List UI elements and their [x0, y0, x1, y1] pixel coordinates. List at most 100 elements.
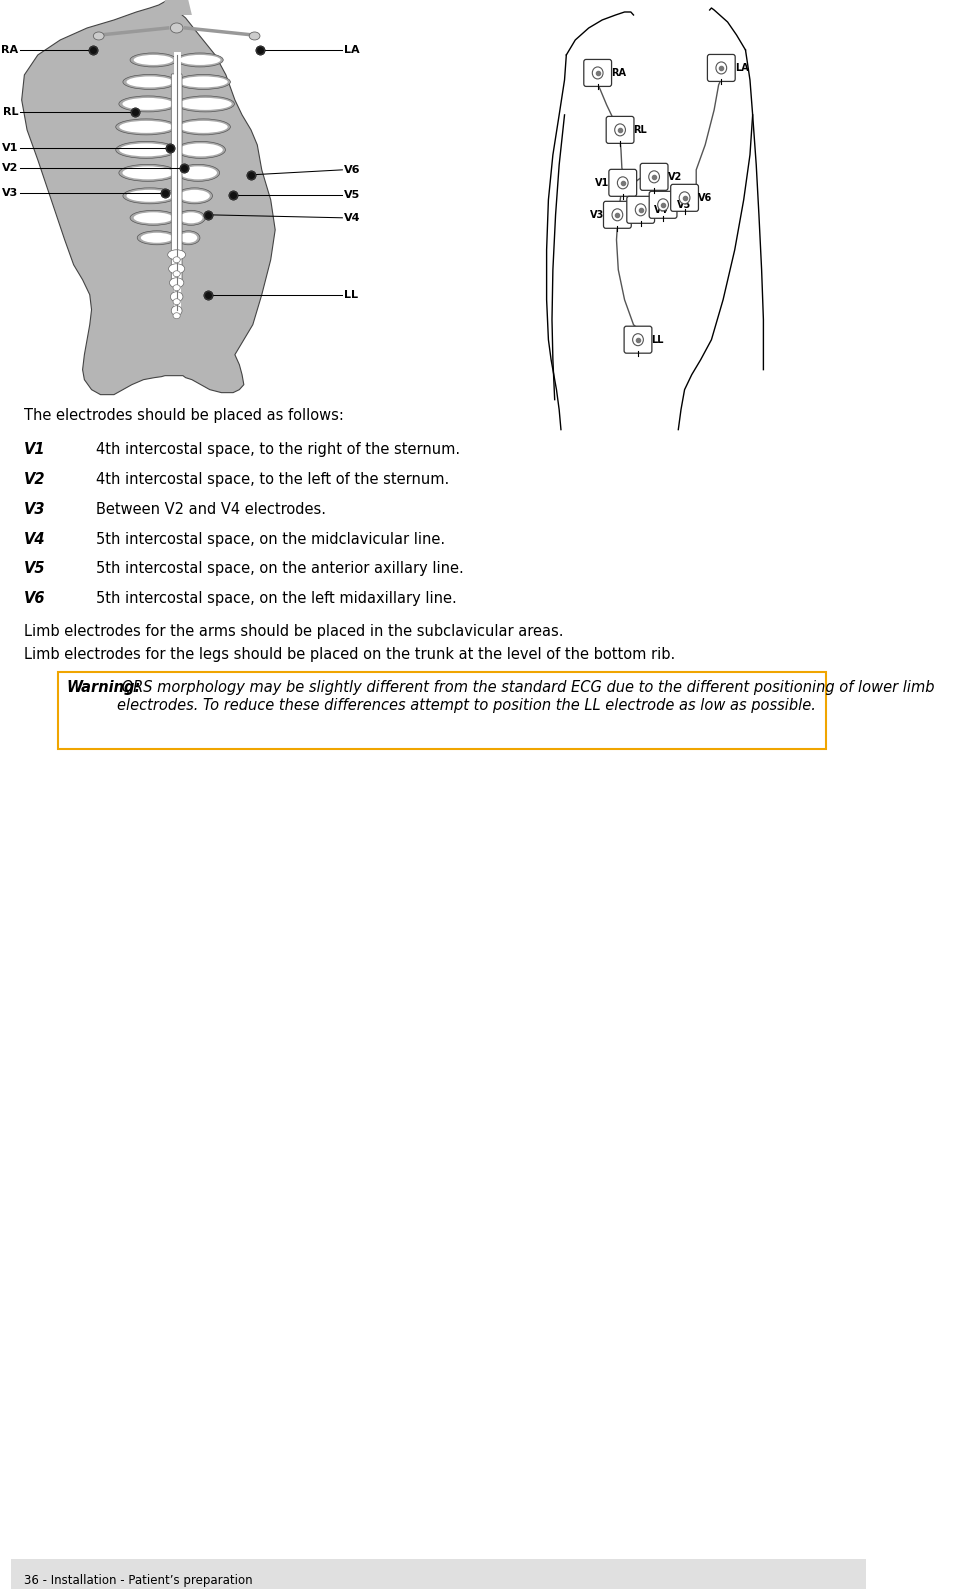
Ellipse shape	[130, 52, 176, 67]
Text: V1: V1	[25, 442, 46, 456]
Ellipse shape	[179, 76, 228, 87]
Text: V3: V3	[2, 188, 18, 197]
Text: V5: V5	[676, 200, 690, 210]
FancyBboxPatch shape	[707, 54, 735, 81]
Ellipse shape	[127, 189, 172, 202]
Text: Limb electrodes for the arms should be placed in the subclavicular areas.: Limb electrodes for the arms should be p…	[25, 625, 563, 639]
FancyBboxPatch shape	[608, 170, 636, 196]
Ellipse shape	[176, 142, 225, 159]
Circle shape	[648, 170, 659, 183]
Text: V3: V3	[589, 210, 603, 219]
FancyBboxPatch shape	[623, 326, 651, 353]
Ellipse shape	[179, 189, 210, 202]
Text: V6: V6	[25, 591, 46, 606]
Text: V3: V3	[25, 501, 46, 517]
Ellipse shape	[115, 119, 176, 135]
FancyBboxPatch shape	[670, 184, 698, 211]
Ellipse shape	[179, 121, 228, 134]
Ellipse shape	[176, 210, 205, 226]
Ellipse shape	[93, 32, 104, 40]
Text: V2: V2	[667, 172, 681, 181]
Text: 4th intercostal space, to the left of the sternum.: 4th intercostal space, to the left of th…	[96, 472, 449, 487]
Text: V2: V2	[2, 162, 18, 173]
Ellipse shape	[249, 32, 259, 40]
FancyBboxPatch shape	[583, 59, 611, 86]
Circle shape	[657, 199, 668, 211]
Ellipse shape	[172, 270, 180, 277]
Text: The electrodes should be placed as follows:: The electrodes should be placed as follo…	[25, 407, 344, 423]
Text: 36 - Installation - Patient’s preparation: 36 - Installation - Patient’s preparatio…	[25, 1574, 253, 1587]
Ellipse shape	[172, 299, 180, 305]
FancyBboxPatch shape	[626, 196, 654, 223]
FancyBboxPatch shape	[603, 202, 631, 229]
Ellipse shape	[176, 119, 231, 135]
Circle shape	[592, 67, 602, 80]
Ellipse shape	[176, 188, 213, 204]
FancyBboxPatch shape	[57, 673, 825, 749]
Circle shape	[617, 176, 627, 189]
Ellipse shape	[130, 210, 176, 226]
Ellipse shape	[133, 56, 172, 65]
Text: V2: V2	[25, 472, 46, 487]
Text: LA: LA	[344, 45, 359, 56]
Ellipse shape	[171, 291, 183, 302]
Text: Between V2 and V4 electrodes.: Between V2 and V4 electrodes.	[96, 501, 326, 517]
Text: V4: V4	[25, 531, 46, 547]
Circle shape	[632, 334, 642, 345]
Ellipse shape	[119, 121, 172, 134]
Text: Limb electrodes for the legs should be placed on the trunk at the level of the b: Limb electrodes for the legs should be p…	[25, 647, 675, 663]
Text: RA: RA	[1, 45, 18, 56]
Circle shape	[612, 208, 622, 221]
Ellipse shape	[119, 164, 177, 181]
Text: V4: V4	[654, 205, 668, 215]
Text: 4th intercostal space, to the right of the sternum.: 4th intercostal space, to the right of t…	[96, 442, 459, 456]
Text: V4: V4	[344, 213, 360, 223]
Text: V1: V1	[2, 143, 18, 153]
Text: V6: V6	[344, 165, 360, 175]
Text: LL: LL	[651, 334, 663, 345]
Circle shape	[614, 124, 625, 135]
Ellipse shape	[179, 143, 223, 156]
Ellipse shape	[171, 22, 183, 33]
Text: RL: RL	[633, 126, 646, 135]
FancyBboxPatch shape	[648, 191, 677, 218]
Text: V1: V1	[595, 178, 609, 188]
Ellipse shape	[172, 305, 182, 316]
Ellipse shape	[176, 52, 223, 67]
Circle shape	[635, 204, 645, 216]
Polygon shape	[161, 0, 192, 14]
Ellipse shape	[127, 76, 172, 87]
FancyBboxPatch shape	[10, 1558, 864, 1588]
Ellipse shape	[176, 164, 219, 181]
Text: V6: V6	[698, 192, 712, 204]
Text: V5: V5	[344, 189, 360, 200]
Ellipse shape	[133, 213, 172, 223]
Ellipse shape	[176, 75, 231, 89]
Circle shape	[679, 192, 689, 204]
Text: LA: LA	[734, 64, 748, 73]
Text: QRS morphology may be slightly different from the standard ECG due to the differ: QRS morphology may be slightly different…	[116, 681, 933, 712]
Text: V5: V5	[25, 561, 46, 577]
Ellipse shape	[172, 256, 180, 262]
Text: 5th intercostal space, on the midclavicular line.: 5th intercostal space, on the midclavicu…	[96, 531, 445, 547]
FancyBboxPatch shape	[605, 116, 634, 143]
Ellipse shape	[119, 143, 172, 156]
Text: 5th intercostal space, on the anterior axillary line.: 5th intercostal space, on the anterior a…	[96, 561, 463, 577]
Text: LL: LL	[344, 289, 357, 301]
Polygon shape	[22, 0, 274, 394]
Ellipse shape	[168, 250, 186, 259]
Ellipse shape	[122, 99, 173, 110]
Circle shape	[715, 62, 726, 73]
Ellipse shape	[169, 264, 185, 273]
Ellipse shape	[172, 285, 180, 291]
Ellipse shape	[176, 95, 234, 111]
Ellipse shape	[123, 75, 176, 89]
Ellipse shape	[179, 213, 202, 223]
Ellipse shape	[179, 56, 220, 65]
Ellipse shape	[122, 167, 173, 180]
Ellipse shape	[179, 99, 232, 110]
Ellipse shape	[141, 232, 172, 243]
Ellipse shape	[137, 231, 176, 245]
Ellipse shape	[119, 95, 177, 111]
Ellipse shape	[170, 278, 184, 288]
